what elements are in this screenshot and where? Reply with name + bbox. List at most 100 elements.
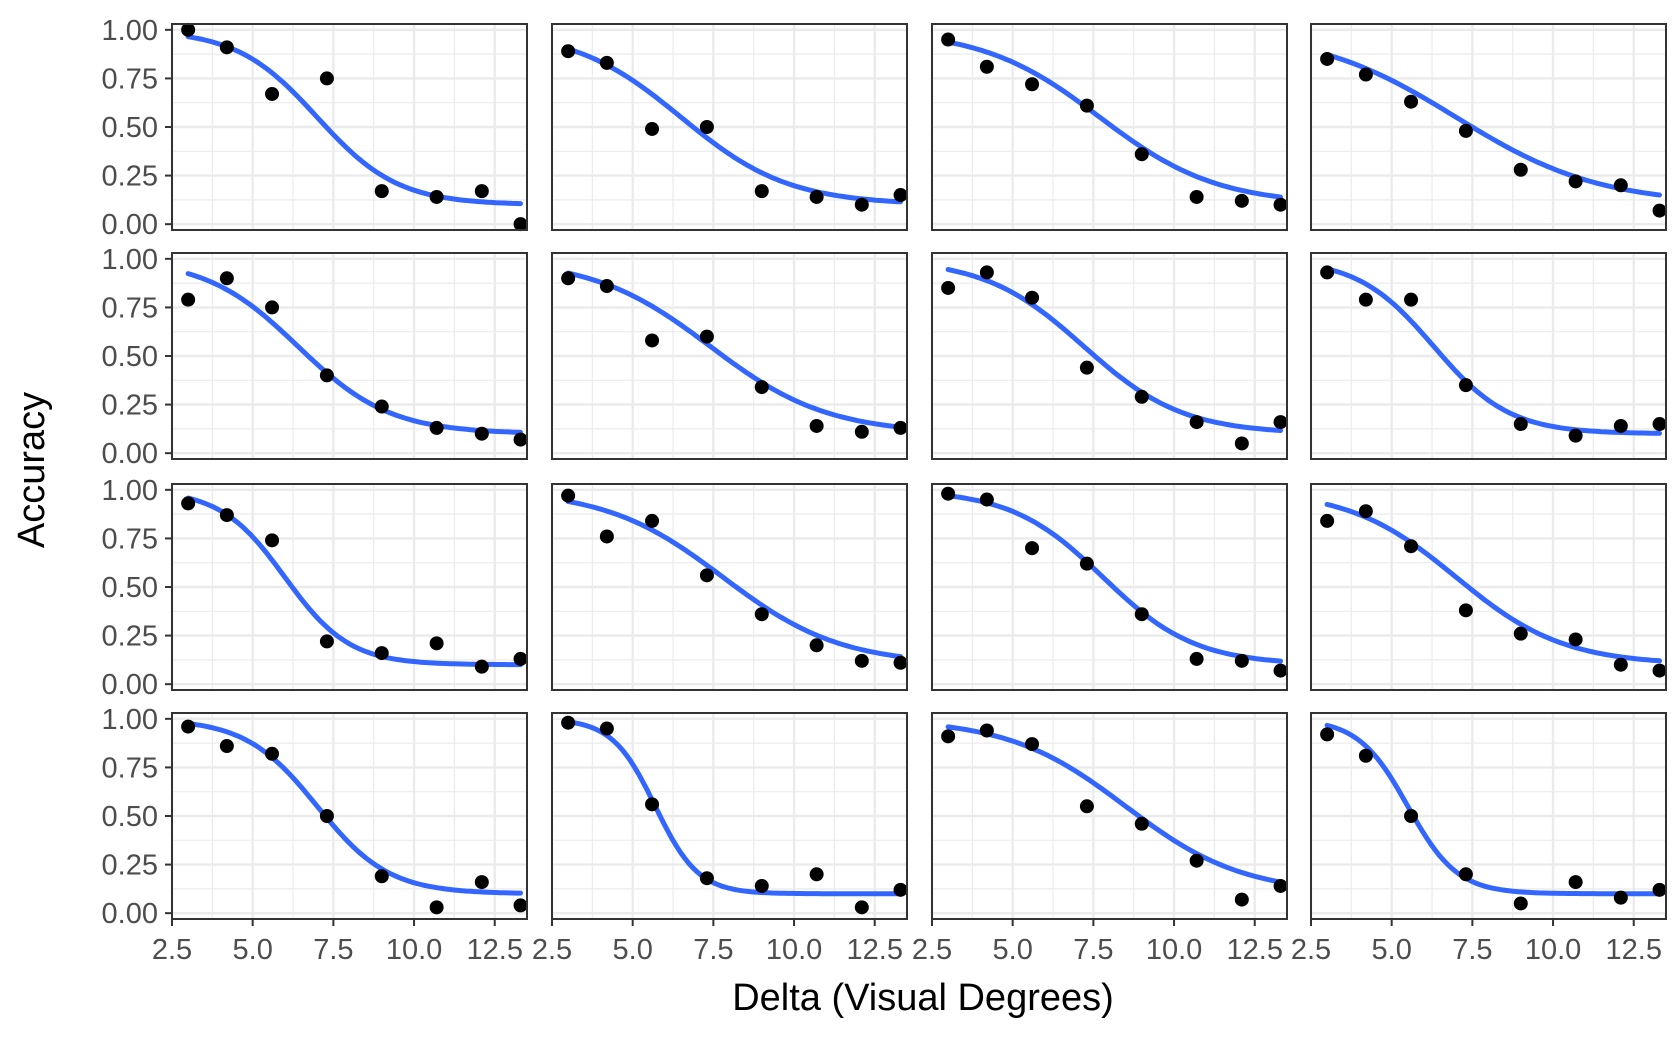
data-point <box>429 420 444 435</box>
facet-panels <box>165 22 1667 926</box>
data-point <box>1189 651 1204 666</box>
x-tick-label: 2.5 <box>912 934 952 966</box>
data-point <box>699 871 714 886</box>
x-tick-label: 12.5 <box>467 934 523 966</box>
data-point <box>1025 290 1040 305</box>
panel-grid <box>930 253 1287 459</box>
facet-panel <box>930 712 1288 926</box>
data-point <box>181 496 196 511</box>
data-point <box>219 739 234 754</box>
data-point <box>429 900 444 915</box>
data-point <box>1613 178 1628 193</box>
data-point <box>319 71 334 86</box>
panel-border <box>931 483 1288 691</box>
y-axis-title: Accuracy <box>11 392 53 548</box>
data-point <box>1079 360 1094 375</box>
data-point <box>181 292 196 307</box>
data-point <box>1404 292 1419 307</box>
facet-panel <box>1309 252 1667 460</box>
x-axis-title: Delta (Visual Degrees) <box>732 977 1114 1019</box>
data-point <box>1189 415 1204 430</box>
data-point <box>1134 607 1149 622</box>
fitted-curve <box>185 271 523 435</box>
y-tick-label: 0.00 <box>102 438 158 470</box>
data-point <box>374 399 389 414</box>
x-tick-label: 10.0 <box>386 934 442 966</box>
data-point <box>1652 882 1667 897</box>
y-tick-label: 0.50 <box>102 341 158 373</box>
data-point <box>1320 265 1335 280</box>
data-point <box>219 271 234 286</box>
x-tick-label: 12.5 <box>1227 934 1283 966</box>
y-tick-label: 1.00 <box>102 244 158 276</box>
data-point <box>1189 189 1204 204</box>
data-point <box>1652 203 1667 218</box>
y-tick-label: 0.25 <box>102 390 158 422</box>
data-point <box>1358 748 1373 763</box>
data-point <box>1079 556 1094 571</box>
data-point <box>893 655 908 670</box>
data-point <box>513 217 528 232</box>
data-point <box>1613 657 1628 672</box>
data-point <box>181 22 196 37</box>
data-point <box>1613 418 1628 433</box>
facet-panel <box>1309 23 1667 231</box>
x-tick-label: 5.0 <box>613 934 653 966</box>
data-point <box>1568 174 1583 189</box>
panel-border <box>931 252 1288 460</box>
data-point <box>513 432 528 447</box>
facet-panel <box>165 22 528 232</box>
data-point <box>1320 727 1335 742</box>
data-point <box>429 189 444 204</box>
x-tick-label: 5.0 <box>993 934 1033 966</box>
data-point <box>1320 51 1335 66</box>
facet-panel <box>930 23 1288 231</box>
data-point <box>1613 890 1628 905</box>
y-tick-label: 1.00 <box>102 475 158 507</box>
data-point <box>429 636 444 651</box>
panel-grid <box>550 253 907 459</box>
data-point <box>754 380 769 395</box>
x-axis-ticks: 2.5 5.0 7.5 10.0 12.5 2.5 5.0 7.5 10.0 12.5 2.5 5.0… <box>152 934 1662 966</box>
y-tick-label: 0.00 <box>102 898 158 930</box>
data-point <box>599 279 614 294</box>
fitted-curve <box>1324 722 1662 897</box>
data-point <box>754 184 769 199</box>
x-tick-label: 7.5 <box>693 934 733 966</box>
panel-border <box>1310 712 1667 920</box>
data-point <box>809 867 824 882</box>
data-point <box>1404 539 1419 554</box>
x-tick-label: 12.5 <box>847 934 903 966</box>
fitted-curve <box>1324 52 1662 198</box>
facet-panel <box>550 712 908 926</box>
data-point <box>941 280 956 295</box>
data-point <box>645 513 660 528</box>
y-tick-label: 0.75 <box>102 752 158 784</box>
x-tick-label: 7.5 <box>313 934 353 966</box>
y-tick-label: 0.50 <box>102 112 158 144</box>
data-point <box>474 426 489 441</box>
fitted-curve <box>565 499 903 660</box>
panel-grid <box>550 484 907 690</box>
data-point <box>1134 816 1149 831</box>
data-point <box>645 333 660 348</box>
data-point <box>1025 77 1040 92</box>
fitted-curve <box>945 267 1283 433</box>
x-tick-label: 10.0 <box>1146 934 1202 966</box>
fitted-curve <box>565 46 903 205</box>
panel-grid <box>930 713 1287 919</box>
data-point <box>1189 853 1204 868</box>
data-point <box>979 59 994 74</box>
data-point <box>893 420 908 435</box>
fitted-curve <box>185 721 523 896</box>
data-point <box>219 508 234 523</box>
fitted-curve <box>185 495 523 668</box>
data-point <box>319 634 334 649</box>
fitted-curve <box>945 724 1283 885</box>
data-point <box>265 533 280 548</box>
data-point <box>561 271 576 286</box>
facet-panel <box>165 483 528 691</box>
panel-grid <box>930 484 1287 690</box>
facet-panel <box>550 252 908 460</box>
data-point <box>599 55 614 70</box>
